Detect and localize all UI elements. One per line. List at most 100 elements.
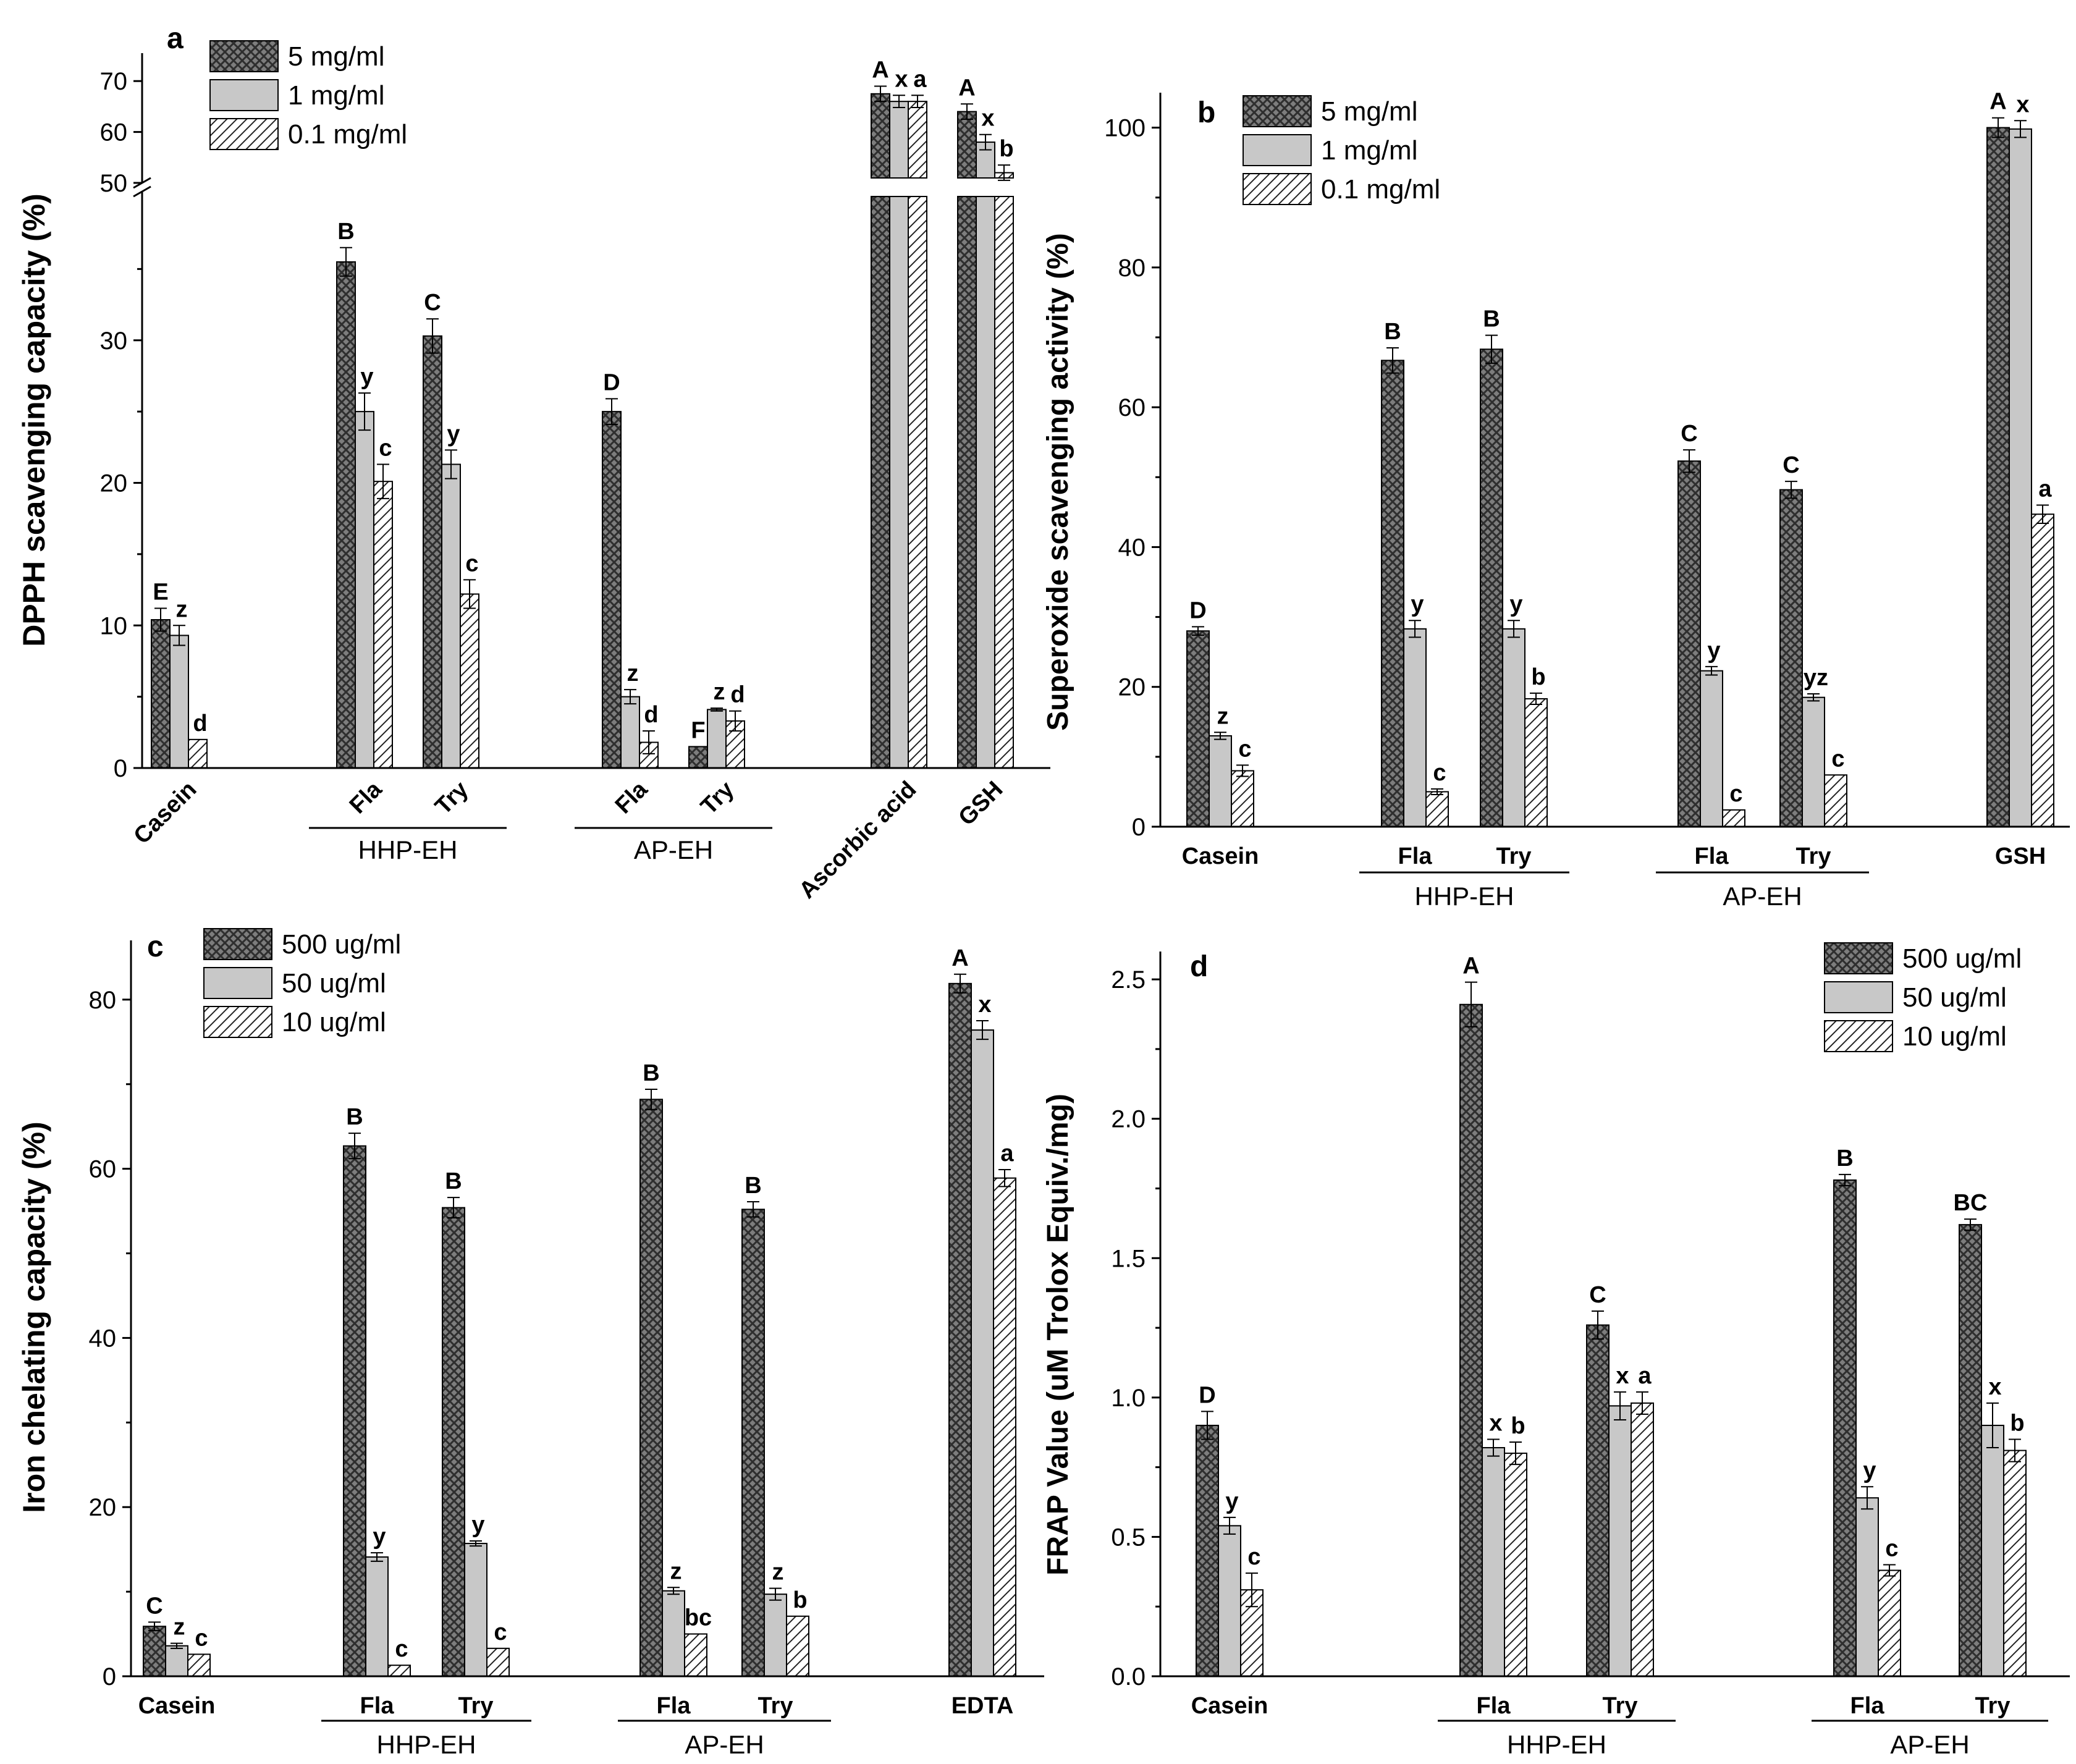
panel-b-superoxide: b Superoxide scavenging activity (%) 0 20…: [1042, 89, 2070, 911]
panel-c-ytick-labels: 0 20 40 60 80: [89, 987, 131, 1690]
panel-d-xtick-labels: Casein Fla Try Fla Try HHP-EH AP-EH: [1191, 1693, 2048, 1759]
bar: [602, 411, 622, 769]
group-label: HHP-EH: [358, 835, 457, 864]
significance-letter: yz: [1804, 665, 1828, 691]
x-tick-label: Try: [430, 777, 473, 820]
x-tick-label: Try: [1496, 843, 1531, 869]
x-tick-label: Try: [458, 1693, 493, 1719]
panel-b-axes: [1159, 93, 2070, 828]
significance-letter: b: [1511, 1413, 1525, 1439]
bar: [1586, 1324, 1610, 1677]
y-tick-label: 2.5: [1111, 966, 1146, 994]
bar-group: Fz d: [688, 679, 745, 769]
significance-letter: c: [1433, 760, 1446, 786]
significance-letter: B: [1483, 306, 1500, 332]
significance-letter: y: [447, 421, 460, 447]
bar-group: Bzb: [741, 1173, 809, 1677]
bar-group: Cy c: [1677, 421, 1745, 827]
legend-label: 50 ug/ml: [1902, 982, 2007, 1013]
panel-a-legend: 5 mg/ml 1 mg/ml 0.1 mg/ml: [209, 40, 407, 150]
x-tick-label: GSH: [1995, 843, 2046, 869]
group-label: HHP-EH: [1507, 1730, 1606, 1759]
bar-group: Dy c: [1196, 1382, 1264, 1677]
x-tick-label: Try: [1795, 843, 1831, 869]
y-tick-label: 20: [89, 1494, 117, 1521]
significance-letter: C: [146, 1593, 162, 1619]
significance-letter: y: [471, 1512, 484, 1538]
significance-letter: d: [644, 702, 658, 728]
bar: [1504, 1453, 1527, 1677]
panel-a-ylabel: DPPH scavenging capacity (%): [17, 193, 51, 647]
significance-letter: y: [1225, 1488, 1238, 1514]
bar: [1218, 1525, 1241, 1677]
bar: [373, 481, 393, 769]
y-tick-label: 0: [114, 755, 127, 782]
bar-group: Axa: [948, 945, 1016, 1677]
bar: [1631, 1402, 1654, 1677]
bar: [889, 196, 909, 769]
bar: [169, 635, 189, 769]
bar: [1524, 698, 1548, 828]
bar: [1425, 791, 1449, 828]
significance-letter: C: [1589, 1282, 1606, 1308]
significance-letter: z: [1217, 703, 1229, 729]
significance-letter: a: [2038, 476, 2052, 502]
bar-group: By c: [1833, 1146, 1901, 1677]
x-tick-label: Fla: [1850, 1693, 1885, 1719]
bar-group: Dzd: [602, 369, 659, 769]
legend-swatch: [209, 40, 279, 72]
bar: [1459, 1003, 1483, 1677]
significance-letter: c: [1238, 736, 1251, 762]
panel-a-axes: [133, 53, 1050, 769]
group-label: AP-EH: [685, 1730, 764, 1759]
y-tick-label: 20: [100, 470, 128, 497]
bar: [336, 261, 356, 769]
bar: [994, 196, 1014, 769]
bar-group: By c: [1381, 319, 1449, 828]
significance-letter: b: [2010, 1411, 2024, 1437]
bar: [1981, 1424, 2004, 1677]
panel-c-xtick-labels: Casein Fla Try Fla Try EDTA HHP-EH AP-EH: [138, 1693, 1014, 1759]
legend-label: 500 ug/ml: [1902, 943, 2022, 974]
bar: [764, 1593, 787, 1677]
panel-a-dpph: a DPPH scavenging capacity (%) 0 10 20 30 50…: [17, 22, 1050, 904]
bar: [1608, 1405, 1632, 1677]
significance-letter: y: [1863, 1458, 1876, 1483]
panel-b-legend: 5 mg/ml 1 mg/ml 0.1 mg/ml: [1243, 95, 1440, 205]
x-tick-label: Try: [1602, 1693, 1637, 1719]
y-tick-label: 60: [100, 119, 128, 146]
legend-swatch: [1243, 95, 1312, 127]
bar: [1482, 1447, 1505, 1677]
x-tick-label: Casein: [129, 777, 202, 850]
significance-letter: c: [465, 551, 478, 576]
bar: [355, 411, 374, 769]
significance-letter: c: [379, 436, 392, 462]
bar: [948, 982, 972, 1677]
significance-letter: B: [643, 1060, 659, 1086]
significance-letter: B: [346, 1104, 363, 1130]
bar: [442, 1207, 465, 1677]
legend-label: 5 mg/ml: [1321, 96, 1417, 127]
significance-letter: z: [772, 1559, 784, 1585]
bar-group: BC xb: [1954, 1190, 2027, 1677]
bar-group: Cyz c: [1779, 452, 1847, 828]
y-tick-label: 10: [100, 612, 128, 639]
y-tick-label: 20: [1118, 674, 1146, 701]
significance-letter: x: [981, 106, 994, 132]
significance-letter: B: [445, 1168, 462, 1194]
panel-c-letter: c: [147, 931, 164, 963]
bar: [365, 1556, 389, 1677]
significance-letter: a: [1000, 1141, 1014, 1167]
panel-a-letter: a: [167, 22, 184, 55]
bar: [1480, 348, 1503, 827]
legend-label: 50 ug/ml: [282, 968, 386, 998]
significance-letter: c: [395, 1636, 408, 1662]
significance-letter: F: [691, 717, 705, 743]
bar: [707, 709, 727, 769]
bar: [188, 738, 208, 769]
bar: [343, 1145, 366, 1677]
